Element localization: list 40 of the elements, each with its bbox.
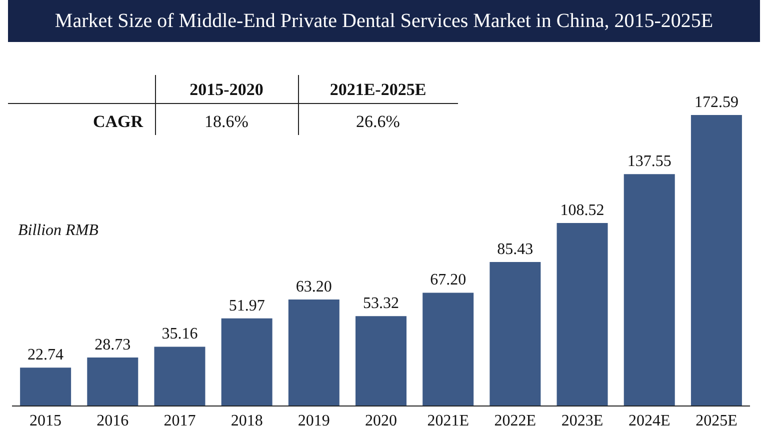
data-label: 22.74: [28, 346, 64, 364]
x-tick-label: 2022E: [494, 412, 536, 430]
bar: [221, 318, 272, 406]
y-axis-title: Billion RMB: [18, 222, 98, 240]
x-tick-label: 2018: [230, 412, 263, 430]
x-tick-label: 2015: [30, 412, 62, 430]
annotation: CAGR: [92, 112, 144, 132]
data-label: 85.43: [497, 240, 534, 258]
data-label: 53.32: [363, 295, 400, 312]
data-label: 137.55: [627, 153, 672, 170]
x-tick-label: 2024E: [628, 412, 670, 430]
data-label: 28.73: [94, 336, 131, 354]
x-tick-label: 2025E: [696, 412, 738, 430]
bar: [288, 299, 340, 406]
bar: [356, 316, 407, 406]
data-label: 172.59: [694, 94, 738, 111]
x-tick-label: 2017: [164, 412, 196, 430]
x-tick-label: 2021E: [427, 412, 469, 430]
text: 2021E-2025E: [328, 80, 428, 100]
bar: [690, 115, 742, 406]
text: 2015-2020: [188, 80, 264, 100]
data-label: 67.20: [430, 272, 466, 289]
annotation: 26.6%: [355, 112, 401, 132]
data-label: 63.20: [296, 278, 332, 296]
data-label: 51.97: [228, 297, 265, 314]
bar: [556, 223, 608, 406]
bar: [422, 292, 474, 406]
x-tick-label: 2020: [365, 412, 397, 430]
data-label: 108.52: [560, 202, 604, 220]
chart-title: Market Size of Middle-End Private Dental Services Market in China, 2015-2025E: [8, 0, 760, 42]
x-tick-label: 2023E: [561, 412, 604, 430]
bar: [154, 346, 206, 406]
x-tick-label: 2016: [96, 412, 129, 430]
annotation: 18.6%: [204, 112, 250, 132]
bar: [490, 262, 541, 406]
data-label: 35.16: [162, 326, 198, 343]
bar: [87, 358, 138, 406]
bar: [20, 368, 72, 406]
x-tick-label: 2019: [298, 412, 330, 430]
bar: [624, 174, 675, 406]
